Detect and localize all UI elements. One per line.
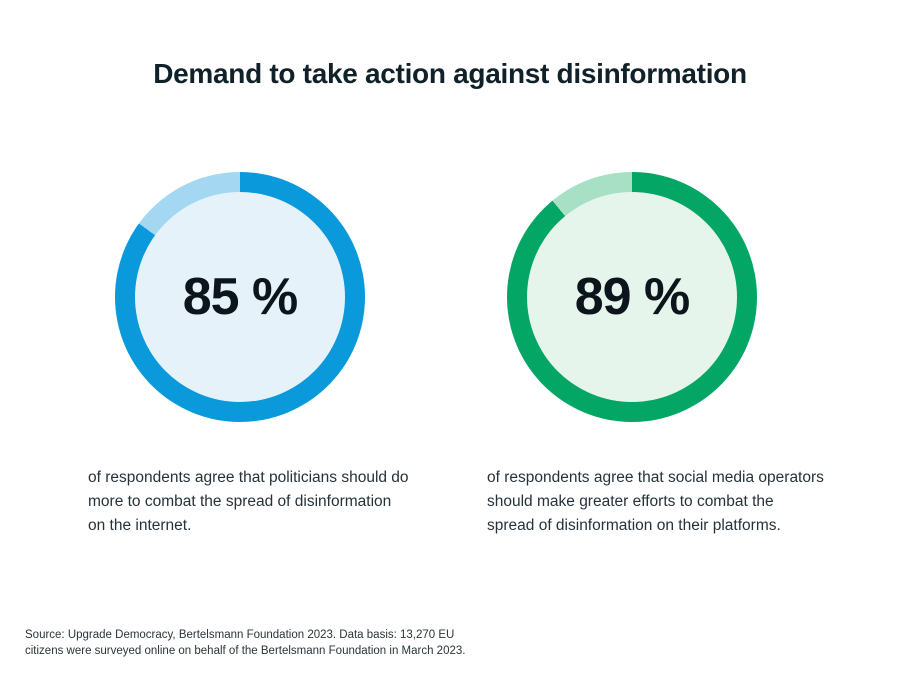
donut-value-label: 85 % — [182, 268, 299, 326]
page-title: Demand to take action against disinforma… — [153, 58, 747, 89]
donut-value-label: 89 % — [574, 268, 691, 326]
donut-chart-politicians: 85 % — [115, 172, 365, 422]
caption-social-media: of respondents agree that social media o… — [487, 469, 824, 534]
caption-politicians: of respondents agree that politicians sh… — [88, 469, 409, 534]
donut-chart-social-media: 89 % — [507, 172, 757, 422]
source-note: Source: Upgrade Democracy, Bertelsmann F… — [25, 629, 466, 657]
